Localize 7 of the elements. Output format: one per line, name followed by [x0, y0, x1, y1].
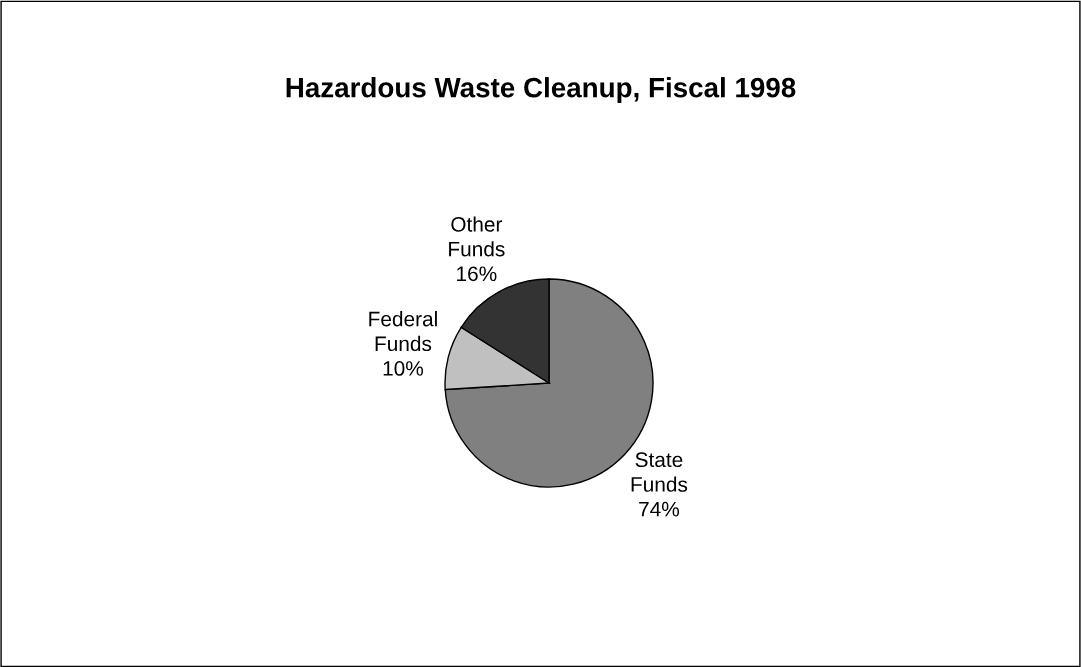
data-label: 74% [639, 501, 680, 517]
chart-title: Hazardous Waste Cleanup, Fiscal 1998 [286, 77, 796, 103]
slice-label: Other Funds [449, 216, 505, 257]
data-label: 10% [383, 361, 424, 376]
data-label: 16% [457, 266, 497, 282]
slice-label: State Funds [631, 452, 688, 492]
slice-label: Federal Funds [369, 311, 437, 352]
